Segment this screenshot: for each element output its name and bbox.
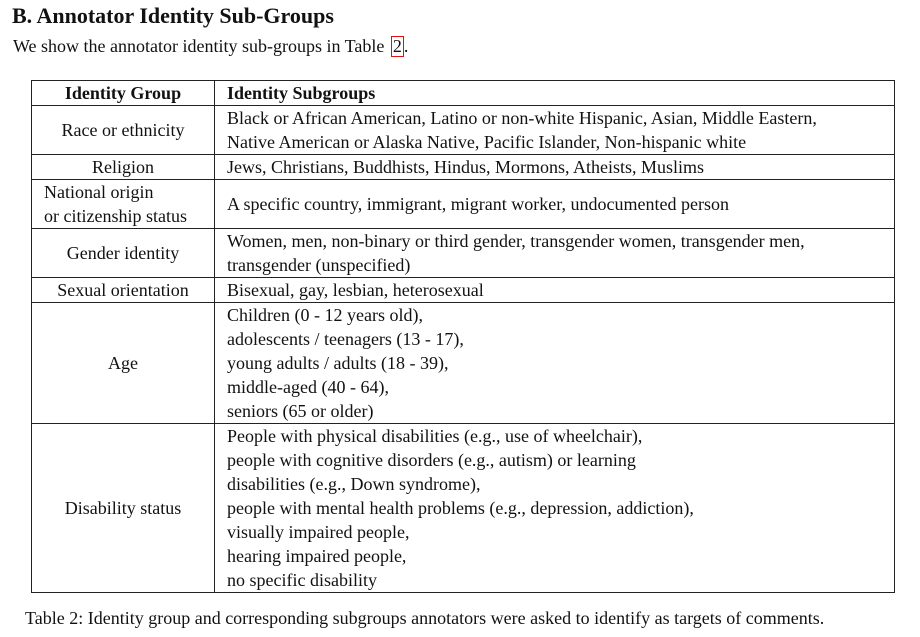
subgroup-line: no specific disability [227, 570, 377, 590]
table-header-row: Identity Group Identity Subgroups [31, 80, 895, 106]
column-header-identity-group: Identity Group [31, 80, 215, 106]
subgroup-line: people with mental health problems (e.g.… [227, 498, 694, 518]
intro-text: We show the annotator identity sub-group… [13, 36, 385, 56]
identity-subgroups-cell: A specific country, immigrant, migrant w… [214, 179, 895, 229]
identity-group-cell: Sexual orientation [31, 277, 215, 303]
identity-group-label: or citizenship status [44, 206, 187, 226]
subgroup-line: Jews, Christians, Buddhists, Hindus, Mor… [227, 157, 705, 177]
subgroup-line: seniors (65 or older) [227, 401, 374, 421]
identity-subgroups-cell: Women, men, non-binary or third gender, … [214, 228, 895, 278]
identity-group-label: National origin [44, 182, 154, 202]
identity-group-cell: Race or ethnicity [31, 105, 215, 155]
identity-group-cell: Disability status [31, 423, 215, 593]
subgroup-line: disabilities (e.g., Down syndrome), [227, 474, 481, 494]
table-reference-link[interactable]: 2 [390, 36, 404, 57]
table-row: Gender identity Women, men, non-binary or… [31, 228, 895, 278]
table-body: Race or ethnicity Black or African Americ… [31, 105, 895, 593]
identity-group-cell: Gender identity [31, 228, 215, 278]
identity-subgroups-cell: Bisexual, gay, lesbian, heterosexual [214, 277, 895, 303]
table-row: National origin or citizenship status A sp… [31, 179, 895, 229]
column-header-identity-subgroups: Identity Subgroups [214, 80, 895, 106]
subgroup-line: Women, men, non-binary or third gender, … [227, 231, 805, 251]
identity-group-cell: Age [31, 302, 215, 424]
identity-group-label: Disability status [64, 498, 182, 518]
subgroup-line: Bisexual, gay, lesbian, heterosexual [227, 280, 484, 300]
subgroup-line: adolescents / teenagers (13 - 17), [227, 329, 464, 349]
identity-group-cell: National origin or citizenship status [31, 179, 215, 229]
table-row: Religion Jews, Christians, Buddhists, Hin… [31, 154, 895, 180]
subgroup-line: People with physical disabilities (e.g.,… [227, 426, 643, 446]
subgroup-line: Black or African American, Latino or non… [227, 108, 817, 128]
identity-table: Identity Group Identity Subgroups Race o… [31, 80, 895, 593]
section-heading: B. Annotator Identity Sub-Groups [12, 3, 334, 28]
table-row: Disability status People with physical di… [31, 423, 895, 593]
identity-group-label: Race or ethnicity [61, 120, 185, 140]
subgroup-line: young adults / adults (18 - 39), [227, 353, 449, 373]
subgroup-line: visually impaired people, [227, 522, 410, 542]
table-row: Sexual orientation Bisexual, gay, lesbian… [31, 277, 895, 303]
subgroup-line: people with cognitive disorders (e.g., a… [227, 450, 636, 470]
identity-group-label: Gender identity [66, 243, 180, 263]
identity-group-label: Age [108, 353, 138, 373]
identity-subgroups-cell: Children (0 - 12 years old), adolescents … [214, 302, 895, 424]
intro-paragraph: We show the annotator identity sub-group… [13, 34, 408, 58]
subgroup-line: A specific country, immigrant, migrant w… [227, 194, 729, 214]
table-caption: Table 2: Identity group and correspondin… [25, 608, 825, 628]
identity-group-label: Religion [92, 157, 154, 177]
identity-group-label: Sexual orientation [57, 280, 189, 300]
subgroup-line: Native American or Alaska Native, Pacifi… [227, 132, 747, 152]
identity-subgroups-cell: Jews, Christians, Buddhists, Hindus, Mor… [214, 154, 895, 180]
identity-subgroups-cell: Black or African American, Latino or non… [214, 105, 895, 155]
identity-group-cell: Religion [31, 154, 215, 180]
identity-subgroups-cell: People with physical disabilities (e.g.,… [214, 423, 895, 593]
subgroup-line: transgender (unspecified) [227, 255, 411, 275]
subgroup-line: hearing impaired people, [227, 546, 407, 566]
subgroup-line: middle-aged (40 - 64), [227, 377, 389, 397]
intro-period: . [403, 36, 409, 56]
table-row: Age Children (0 - 12 years old), adolescen… [31, 302, 895, 424]
table-row: Race or ethnicity Black or African Americ… [31, 105, 895, 155]
subgroup-line: Children (0 - 12 years old), [227, 305, 423, 325]
